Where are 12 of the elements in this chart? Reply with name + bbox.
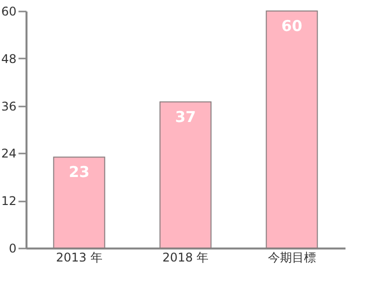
y-tick-label: 48 [1, 52, 16, 66]
y-tick-label: 0 [8, 242, 16, 256]
data-label: 23 [68, 163, 90, 182]
y-tick-label: 60 [1, 4, 16, 18]
y-tick-label: 12 [1, 194, 16, 208]
x-tick-label: 2013 年 [56, 250, 102, 264]
x-tick-label: 今期目標 [268, 250, 316, 264]
y-tick-label: 36 [1, 99, 16, 114]
data-label: 37 [175, 108, 196, 126]
x-tick-label: 2018 年 [162, 250, 209, 264]
y-tick-label: 24 [1, 146, 16, 161]
data-label: 60 [281, 17, 302, 35]
